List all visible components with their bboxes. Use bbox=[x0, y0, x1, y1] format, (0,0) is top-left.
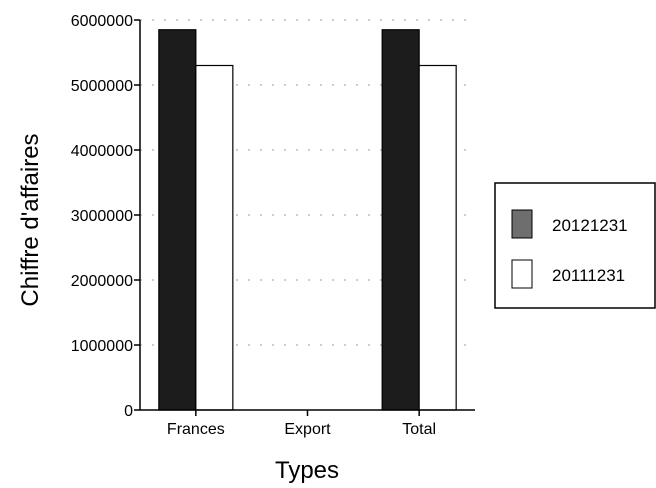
x-axis-ticks: Frances Export Total bbox=[167, 410, 436, 438]
bar-20111231-frances bbox=[195, 64, 234, 411]
y-axis-title: Chiffre d'affaires bbox=[17, 133, 44, 306]
legend-swatch-20111231 bbox=[511, 259, 533, 289]
y-tick-label: 1000000 bbox=[71, 338, 133, 355]
x-tick-label: Frances bbox=[167, 421, 225, 438]
legend: 20121231 20111231 bbox=[494, 182, 656, 309]
bar-20111231-total bbox=[418, 64, 457, 411]
x-axis-title: Types bbox=[275, 457, 339, 484]
y-tick-label: 5000000 bbox=[71, 78, 133, 95]
x-tick-label: Export bbox=[284, 421, 331, 438]
bars bbox=[158, 29, 457, 411]
bar-20121231-total bbox=[381, 29, 420, 411]
y-tick-label: 4000000 bbox=[71, 143, 133, 160]
y-axis-ticks: 0 1000000 2000000 3000000 4000000 5000000 6000… bbox=[71, 13, 140, 420]
x-tick-label: Total bbox=[402, 421, 436, 438]
y-tick-label: 2000000 bbox=[71, 273, 133, 290]
legend-swatch-20121231 bbox=[511, 209, 533, 239]
legend-label-20121231: 20121231 bbox=[552, 216, 628, 235]
legend-frame bbox=[494, 182, 656, 309]
legend-label-20111231: 20111231 bbox=[552, 266, 625, 285]
bar-20121231-frances bbox=[158, 29, 197, 411]
y-tick-label: 6000000 bbox=[71, 13, 133, 30]
y-tick-label: 0 bbox=[124, 403, 133, 420]
y-tick-label: 3000000 bbox=[71, 208, 133, 225]
